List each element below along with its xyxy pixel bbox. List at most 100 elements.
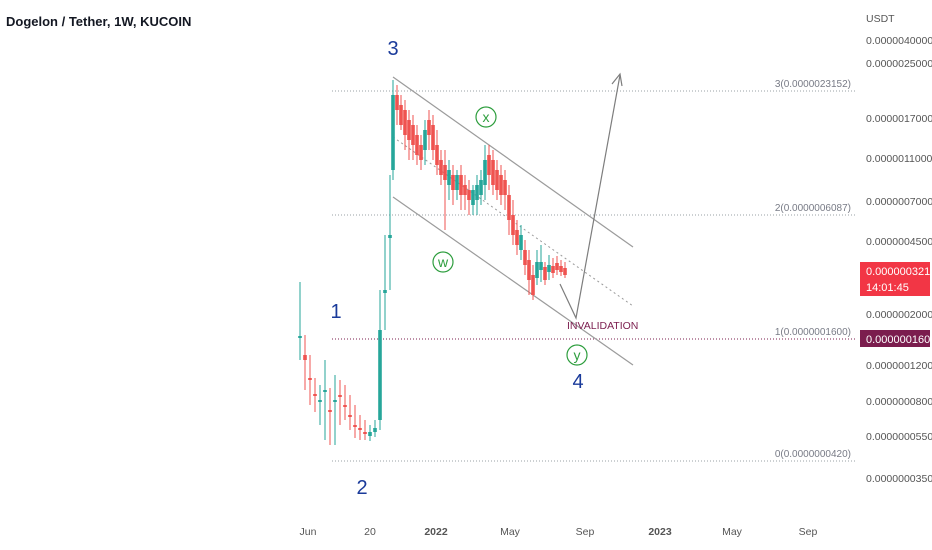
projection-path xyxy=(559,74,621,320)
candle-body xyxy=(363,432,367,434)
candle-body xyxy=(459,175,463,195)
wave-label: 2 xyxy=(356,477,367,499)
candle-body xyxy=(543,267,547,280)
candle-body xyxy=(491,160,495,185)
candle-body xyxy=(495,170,499,190)
candle-body xyxy=(323,390,327,392)
channel-upper xyxy=(392,76,634,248)
candle-body xyxy=(467,190,471,200)
price-tag xyxy=(860,262,930,296)
candle-body xyxy=(395,95,399,110)
candle-body xyxy=(298,336,302,338)
candle-body xyxy=(539,262,543,270)
candle-body xyxy=(551,266,555,273)
candle-body xyxy=(511,215,515,235)
candle-body xyxy=(419,145,423,160)
candle-body xyxy=(343,405,347,407)
x-tick-label: Sep xyxy=(576,526,595,538)
candle-body xyxy=(368,432,372,436)
candle-body xyxy=(471,190,475,205)
candle-body xyxy=(431,125,435,150)
time-axis: Jun 20 2022 May Sep 2023 May Sep xyxy=(300,526,818,538)
candle-body xyxy=(555,263,559,270)
y-tick-label: 0.0000011000 xyxy=(866,153,932,165)
x-tick-label: May xyxy=(500,526,521,538)
candle-body xyxy=(399,105,403,125)
sub-wave-label: y xyxy=(574,347,581,363)
y-unit-label: USDT xyxy=(866,13,895,25)
price-tag-countdown: 14:01:45 xyxy=(866,282,909,294)
candle-body xyxy=(313,394,317,396)
x-tick-label: 20 xyxy=(364,526,376,538)
candle-body xyxy=(308,378,312,380)
fib-label: 1(0.0000001600) xyxy=(775,327,851,338)
candle-body xyxy=(423,130,427,150)
wave-label: 4 xyxy=(572,371,583,393)
invalidation-tag-value: 0.0000001600 xyxy=(866,334,932,346)
candle-body xyxy=(391,95,395,170)
candle-body xyxy=(499,175,503,195)
candle-body xyxy=(373,428,377,432)
y-tick-label: 0.0000000350 xyxy=(866,473,932,485)
candle-body xyxy=(328,410,332,412)
candle-body xyxy=(527,260,531,280)
sub-wave-circle xyxy=(432,251,454,273)
candle-body xyxy=(507,195,511,220)
candle-body xyxy=(559,266,563,272)
candle-body xyxy=(338,395,342,397)
invalidation-label: INVALIDATION xyxy=(567,320,638,332)
y-tick-label: 0.0000040000 xyxy=(866,35,932,47)
x-tick-label: May xyxy=(722,526,743,538)
y-tick-label: 0.0000025000 xyxy=(866,58,932,70)
x-tick-label: Jun xyxy=(300,526,317,538)
candle-body xyxy=(318,400,322,402)
x-tick-label: 2023 xyxy=(648,526,672,538)
sub-wave-label: x xyxy=(483,109,490,125)
sub-wave-circle xyxy=(475,106,497,128)
candle-body xyxy=(358,428,362,430)
candle-body xyxy=(479,180,483,195)
candle-body xyxy=(378,330,382,420)
candle-body xyxy=(475,185,479,200)
candle-body xyxy=(519,235,523,250)
candle-body xyxy=(515,230,519,245)
candle-body xyxy=(411,125,415,145)
channel-lower xyxy=(392,196,634,366)
y-tick-label: 0.0000002000 xyxy=(866,309,932,321)
fib-label: 0(0.0000000420) xyxy=(775,449,851,460)
x-tick-label: Sep xyxy=(799,526,818,538)
candle-body xyxy=(447,170,451,185)
candle-body xyxy=(353,425,357,427)
candle-body xyxy=(531,275,535,295)
invalidation-tag xyxy=(860,330,930,347)
candle-body xyxy=(303,355,307,360)
y-tick-label: 0.0000000800 xyxy=(866,396,932,408)
y-tick-label: 0.0000004500 xyxy=(866,236,932,248)
candle-body xyxy=(547,265,551,272)
candle-body xyxy=(388,235,392,238)
fib-label: 2(0.0000006087) xyxy=(775,203,851,214)
candle-body xyxy=(435,145,439,165)
y-tick-label: 0.0000000550 xyxy=(866,431,932,443)
chart-title: Dogelon / Tether, 1W, KUCOIN xyxy=(6,14,192,29)
candle-body xyxy=(523,250,527,265)
wave-label: 3 xyxy=(387,38,398,60)
projection-arrowhead xyxy=(611,72,623,87)
candle-body xyxy=(563,268,567,275)
fib-label: 3(0.0000023152) xyxy=(775,79,851,90)
price-tag-value: 0.0000003210 xyxy=(866,266,932,278)
candle-body xyxy=(403,110,407,135)
candle-body xyxy=(407,120,411,140)
candle-body xyxy=(463,185,467,195)
candle-body xyxy=(348,415,352,417)
sub-wave-circle xyxy=(566,344,588,366)
candle-body xyxy=(483,160,487,185)
candle-body xyxy=(503,180,507,195)
x-tick-label: 2022 xyxy=(424,526,448,538)
sub-wave-label: w xyxy=(437,254,449,270)
candle-body xyxy=(487,155,491,175)
candle-body xyxy=(333,400,337,402)
candle-body xyxy=(455,175,459,190)
candle-body xyxy=(535,262,539,278)
